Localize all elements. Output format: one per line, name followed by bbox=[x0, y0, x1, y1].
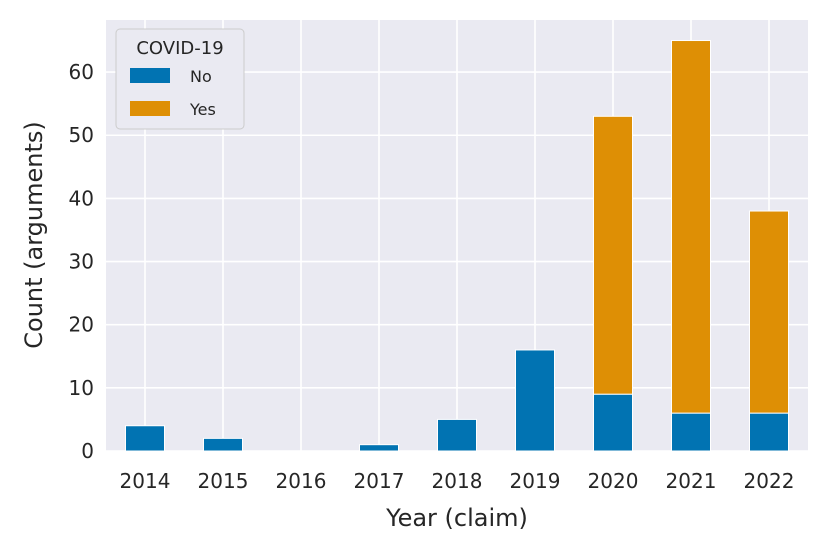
x-tick-label: 2016 bbox=[276, 469, 327, 493]
x-tick-label: 2019 bbox=[510, 469, 561, 493]
x-tick-label: 2018 bbox=[432, 469, 483, 493]
legend-swatch-yes bbox=[130, 101, 170, 116]
y-axis-label: Count (arguments) bbox=[20, 121, 48, 349]
y-tick-label: 50 bbox=[69, 123, 94, 147]
legend-title: COVID-19 bbox=[136, 38, 223, 59]
bar-no-2019 bbox=[515, 349, 555, 452]
bar-no-2020 bbox=[593, 393, 633, 452]
x-tick-label: 2015 bbox=[198, 469, 249, 493]
y-tick-label: 0 bbox=[81, 439, 94, 463]
x-axis-label: Year (claim) bbox=[385, 504, 528, 532]
bar-no-2021 bbox=[671, 412, 711, 452]
bar-no-2017 bbox=[359, 444, 399, 452]
bar-yes-2021 bbox=[671, 40, 711, 414]
x-tick-label: 2022 bbox=[744, 469, 795, 493]
y-tick-labels: 0 10 20 30 40 50 60 bbox=[69, 60, 94, 463]
y-tick-label: 60 bbox=[69, 60, 94, 84]
y-tick-label: 30 bbox=[69, 250, 94, 274]
bar-no-2018 bbox=[437, 418, 477, 452]
legend: COVID-19 No Yes bbox=[115, 28, 245, 130]
x-tick-label: 2017 bbox=[354, 469, 405, 493]
legend-swatch-no bbox=[130, 68, 170, 83]
y-tick-label: 40 bbox=[69, 186, 94, 210]
bar-no-2022 bbox=[749, 412, 789, 452]
x-tick-label: 2020 bbox=[588, 469, 639, 493]
y-tick-label: 20 bbox=[69, 313, 94, 337]
x-tick-label: 2014 bbox=[120, 469, 171, 493]
bar-no-2014 bbox=[125, 425, 165, 452]
bar-yes-2022 bbox=[749, 210, 789, 414]
legend-label-no: No bbox=[190, 67, 212, 86]
bar-yes-2020 bbox=[593, 115, 633, 395]
y-tick-label: 10 bbox=[69, 376, 94, 400]
legend-label-yes: Yes bbox=[189, 100, 216, 119]
x-tick-label: 2021 bbox=[666, 469, 717, 493]
bar-no-2015 bbox=[203, 437, 243, 452]
bars bbox=[125, 40, 789, 452]
x-tick-labels: 2014 2015 2016 2017 2018 2019 2020 2021 2022 bbox=[120, 469, 795, 493]
